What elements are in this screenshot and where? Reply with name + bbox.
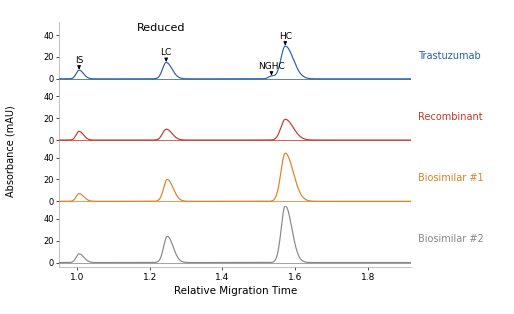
Text: IS: IS xyxy=(75,56,83,68)
Text: Recombinant: Recombinant xyxy=(418,112,483,122)
Text: NGHC: NGHC xyxy=(258,62,285,74)
Text: HC: HC xyxy=(279,32,292,44)
Text: LC: LC xyxy=(160,48,172,61)
Text: Trastuzumab: Trastuzumab xyxy=(418,51,481,61)
Text: Biosimilar #2: Biosimilar #2 xyxy=(418,234,484,244)
Text: Biosimilar #1: Biosimilar #1 xyxy=(418,173,484,183)
Text: Absorbance (mAU): Absorbance (mAU) xyxy=(5,105,15,197)
Text: Reduced: Reduced xyxy=(137,23,185,33)
X-axis label: Relative Migration Time: Relative Migration Time xyxy=(174,286,297,296)
